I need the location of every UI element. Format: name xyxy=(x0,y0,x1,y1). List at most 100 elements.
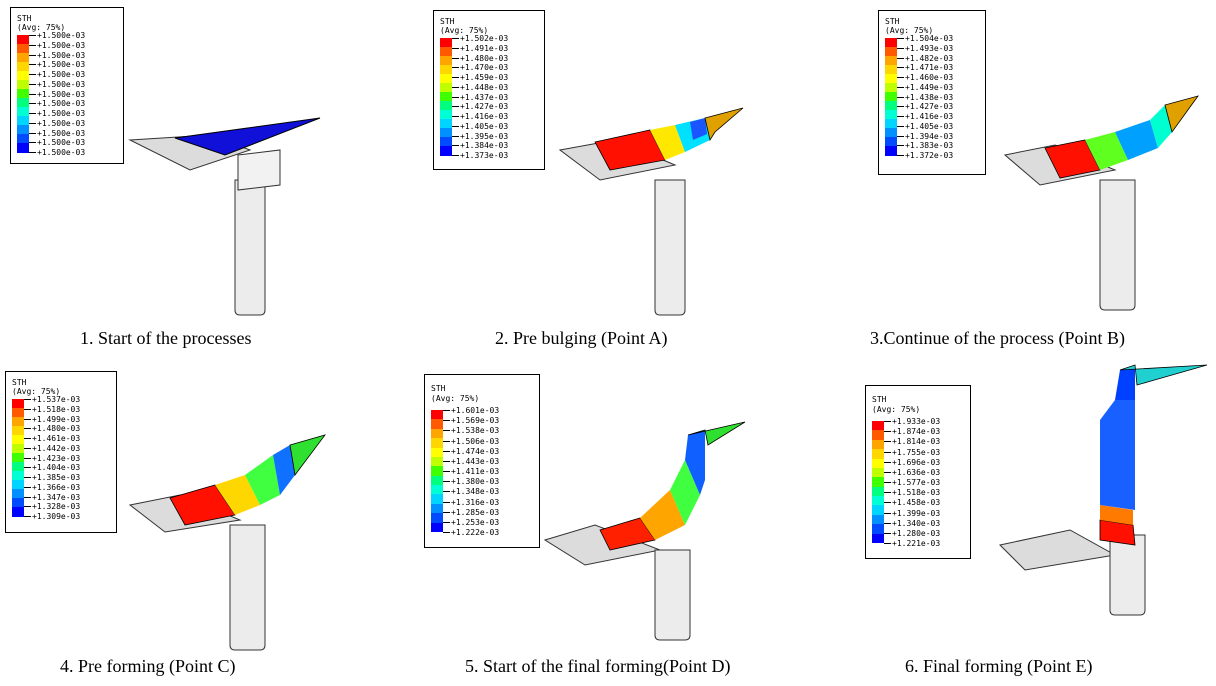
legend-value: +1.221e-03 xyxy=(884,539,940,548)
sheet-blank xyxy=(174,117,321,156)
legend-value: +1.405e-03 xyxy=(452,122,508,131)
punch-body xyxy=(654,179,686,316)
color-swatch xyxy=(431,494,443,505)
color-swatch xyxy=(885,47,897,57)
color-swatch xyxy=(872,486,884,497)
color-swatch xyxy=(17,134,29,144)
sheet-blue xyxy=(273,445,295,495)
legend-value: +1.443e-03 xyxy=(443,457,499,466)
legend-box-3: STH (Avg: 75%) +1.504e-03 +1.493e-03 +1.48… xyxy=(878,10,986,175)
legend-value: +1.470e-03 xyxy=(452,63,508,72)
color-swatch xyxy=(440,128,452,138)
color-swatch xyxy=(12,471,24,481)
legend-value: +1.458e-03 xyxy=(884,498,940,507)
color-swatch xyxy=(440,74,452,84)
color-swatch xyxy=(872,458,884,469)
legend-avg: (Avg: 75%) xyxy=(885,26,934,35)
caption-2: 2. Pre bulging (Point A) xyxy=(495,328,668,348)
color-swatch xyxy=(12,426,24,436)
legend-value: +1.222e-03 xyxy=(443,528,499,537)
legend-value: +1.316e-03 xyxy=(443,498,499,507)
legend-value: +1.399e-03 xyxy=(884,509,940,518)
legend-value: +1.537e-03 xyxy=(24,395,80,404)
legend-value: +1.373e-03 xyxy=(452,151,508,160)
caption-3: 3.Continue of the process (Point B) xyxy=(870,328,1125,348)
legend-box-4: STH (Avg: 75%) +1.537e-03 +1.518e-03 +1.49… xyxy=(5,371,117,533)
legend-value: +1.493e-03 xyxy=(897,44,953,53)
legend-value: +1.423e-03 xyxy=(24,454,80,463)
workpiece-figure-3 xyxy=(1003,95,1199,311)
legend-value: +1.309e-03 xyxy=(24,512,80,521)
sheet-tip xyxy=(1119,364,1208,386)
color-swatch xyxy=(431,456,443,467)
punch-body xyxy=(1099,179,1136,311)
sheet-green xyxy=(245,455,280,505)
color-swatch xyxy=(440,92,452,102)
legend-avg: (Avg: 75%) xyxy=(440,26,489,35)
legend-value: +1.518e-03 xyxy=(24,405,80,414)
legend-value: +1.577e-03 xyxy=(884,478,940,487)
color-swatch xyxy=(440,83,452,93)
color-swatch xyxy=(431,485,443,495)
color-swatch xyxy=(885,38,897,48)
color-swatch xyxy=(885,119,897,129)
color-swatch xyxy=(12,498,24,508)
legend-value: +1.500e-03 xyxy=(29,109,85,118)
color-swatch xyxy=(431,522,443,533)
legend-value: +1.394e-03 xyxy=(897,132,953,141)
color-swatch xyxy=(885,101,897,111)
color-swatch xyxy=(12,417,24,427)
sheet-tip xyxy=(687,421,746,446)
color-swatch xyxy=(431,410,443,420)
legend-value: +1.347e-03 xyxy=(24,493,80,502)
legend-value: +1.500e-03 xyxy=(29,31,85,40)
sheet-green xyxy=(1085,132,1128,170)
legend-value: +1.459e-03 xyxy=(452,73,508,82)
legend-value: +1.437e-03 xyxy=(452,93,508,102)
sheet-upright xyxy=(1150,105,1172,148)
legend-value: +1.448e-03 xyxy=(452,83,508,92)
legend-value: +1.471e-03 xyxy=(897,63,953,72)
legend-value: +1.500e-03 xyxy=(29,41,85,50)
color-swatch xyxy=(431,475,443,486)
legend-value: +1.500e-03 xyxy=(29,60,85,69)
legend-value: +1.874e-03 xyxy=(884,427,940,436)
color-swatch xyxy=(885,146,897,156)
color-swatch xyxy=(885,92,897,102)
legend-value: +1.404e-03 xyxy=(24,463,80,472)
sheet-top xyxy=(1115,365,1135,400)
legend-value: +1.601e-03 xyxy=(443,406,499,415)
color-swatch xyxy=(872,430,884,441)
color-swatch xyxy=(17,125,29,135)
sheet-blue xyxy=(1100,400,1135,510)
sheet-orange xyxy=(1100,505,1133,525)
color-swatch xyxy=(885,83,897,93)
legend-value: +1.500e-03 xyxy=(29,138,85,147)
legend-value: +1.411e-03 xyxy=(443,467,499,476)
color-swatch xyxy=(872,439,884,450)
sheet-tip xyxy=(704,107,744,142)
sheet-yellow xyxy=(215,475,260,515)
legend-value: +1.328e-03 xyxy=(24,502,80,511)
color-swatch xyxy=(12,408,24,418)
legend-value: +1.504e-03 xyxy=(897,34,953,43)
color-swatch xyxy=(17,89,29,99)
legend-value: +1.502e-03 xyxy=(452,34,508,43)
color-scale xyxy=(885,38,897,156)
legend-value: +1.438e-03 xyxy=(897,93,953,102)
legend-box-1: STH (Avg: 75%) +1.500e-03 +1.500e-03 +1.50… xyxy=(10,7,124,164)
color-swatch xyxy=(431,419,443,430)
legend-value: +1.499e-03 xyxy=(24,415,80,424)
legend-value: +1.569e-03 xyxy=(443,416,499,425)
color-swatch xyxy=(440,137,452,147)
legend-value: +1.755e-03 xyxy=(884,448,940,457)
legend-value: +1.500e-03 xyxy=(29,80,85,89)
sheet-blue xyxy=(690,118,707,140)
legend-value: +1.253e-03 xyxy=(443,518,499,527)
color-swatch xyxy=(872,496,884,506)
color-swatch xyxy=(431,438,443,449)
color-swatch xyxy=(17,143,29,153)
legend-box-6: STH (Avg: 75%) +1.933e-03 +1.874e-03 +1.81… xyxy=(865,385,971,559)
color-swatch xyxy=(12,507,24,517)
sheet-blue xyxy=(685,430,705,495)
